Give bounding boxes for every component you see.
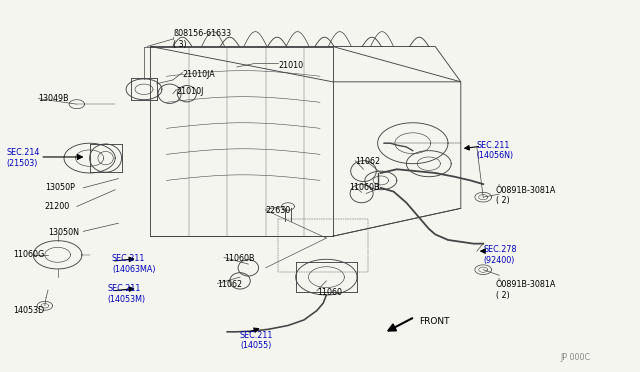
Text: SEC.211
(14053M): SEC.211 (14053M) [108, 284, 146, 304]
Text: ß08156-61633
( 3): ß08156-61633 ( 3) [173, 29, 231, 49]
Text: 11060B: 11060B [349, 183, 380, 192]
Text: 21010J: 21010J [176, 87, 204, 96]
Text: FRONT: FRONT [419, 317, 450, 326]
Text: Ô0891B-3081A
( 2): Ô0891B-3081A ( 2) [496, 280, 556, 300]
Text: 13049B: 13049B [38, 94, 69, 103]
Text: 22630: 22630 [266, 206, 291, 215]
Text: 11060B: 11060B [224, 254, 255, 263]
Text: 21010JA: 21010JA [182, 70, 215, 79]
Text: 14053D: 14053D [13, 306, 44, 315]
Text: 21200: 21200 [45, 202, 70, 211]
Text: 11062: 11062 [218, 280, 243, 289]
Text: 13050N: 13050N [48, 228, 79, 237]
Text: SEC.214
(21503): SEC.214 (21503) [6, 148, 40, 168]
Text: 21010: 21010 [278, 61, 303, 70]
Text: 11060: 11060 [317, 288, 342, 296]
Text: SEC.211
(14056N): SEC.211 (14056N) [477, 141, 514, 160]
Text: 11062: 11062 [355, 157, 380, 166]
Text: SEC.278
(92400): SEC.278 (92400) [483, 245, 516, 264]
Text: Ô0891B-3081A
( 2): Ô0891B-3081A ( 2) [496, 186, 556, 205]
Text: JP 000C: JP 000C [560, 353, 590, 362]
Text: SEC.211
(14063MA): SEC.211 (14063MA) [112, 254, 156, 274]
Text: 13050P: 13050P [45, 183, 75, 192]
Text: 11060G: 11060G [13, 250, 44, 259]
Text: SEC.211
(14055): SEC.211 (14055) [240, 331, 273, 350]
